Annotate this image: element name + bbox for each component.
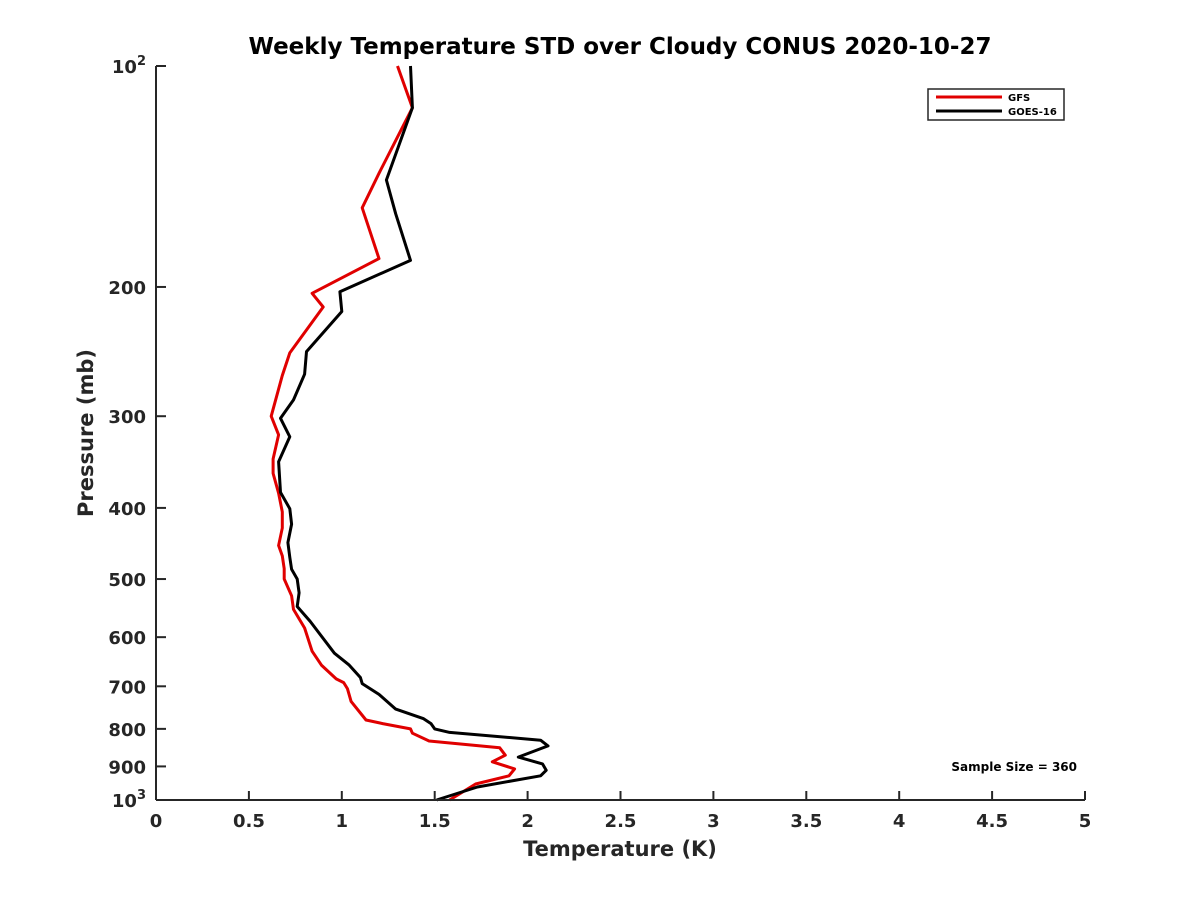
- y-tick-base: 10: [112, 791, 137, 812]
- x-tick-label: 1.5: [419, 811, 451, 832]
- y-tick-label: 300: [108, 407, 146, 428]
- y-tick-label: 800: [108, 720, 146, 741]
- x-tick-label: 1: [336, 811, 349, 832]
- legend-label: GFS: [1008, 93, 1030, 104]
- y-tick-label: 102: [112, 54, 146, 78]
- y-tick-exponent: 3: [137, 788, 146, 803]
- series-layer: [269, 65, 550, 802]
- x-tick-label: 0: [150, 811, 163, 832]
- chart-title: Weekly Temperature STD over Cloudy CONUS…: [249, 34, 992, 60]
- y-tick-label: 400: [108, 499, 146, 520]
- y-tick-exponent: 2: [137, 54, 146, 69]
- plot-area: [156, 66, 1085, 800]
- x-axis-label: Temperature (K): [523, 837, 717, 861]
- legend: GFS GOES-16: [927, 88, 1065, 121]
- series-line-gfs: [269, 65, 517, 802]
- legend-label: GOES-16: [1008, 107, 1057, 118]
- y-tick-base: 10: [112, 57, 137, 78]
- sample-size-annotation: Sample Size = 360: [951, 760, 1077, 774]
- series-line-goes-16: [277, 65, 550, 802]
- y-tick-label: 200: [108, 278, 146, 299]
- y-tick-label: 500: [108, 570, 146, 591]
- x-tick-label: 4.5: [976, 811, 1008, 832]
- y-axis-label: Pressure (mb): [74, 349, 98, 517]
- x-tick-label: 2.5: [605, 811, 637, 832]
- x-tick-label: 3: [707, 811, 720, 832]
- legend-box: [927, 88, 1065, 121]
- y-tick-label: 600: [108, 628, 146, 649]
- x-ticks: 0 0.5 1 1.5 2 2.5 3 3.5 4 4.5 5: [150, 791, 1092, 832]
- x-tick-label: 4: [893, 811, 906, 832]
- y-tick-label: 700: [108, 677, 146, 698]
- y-tick-label: 103: [112, 788, 146, 812]
- y-tick-label: 900: [108, 757, 146, 778]
- x-tick-label: 5: [1079, 811, 1092, 832]
- x-tick-label: 2: [521, 811, 534, 832]
- x-tick-label: 0.5: [233, 811, 265, 832]
- x-tick-label: 3.5: [790, 811, 822, 832]
